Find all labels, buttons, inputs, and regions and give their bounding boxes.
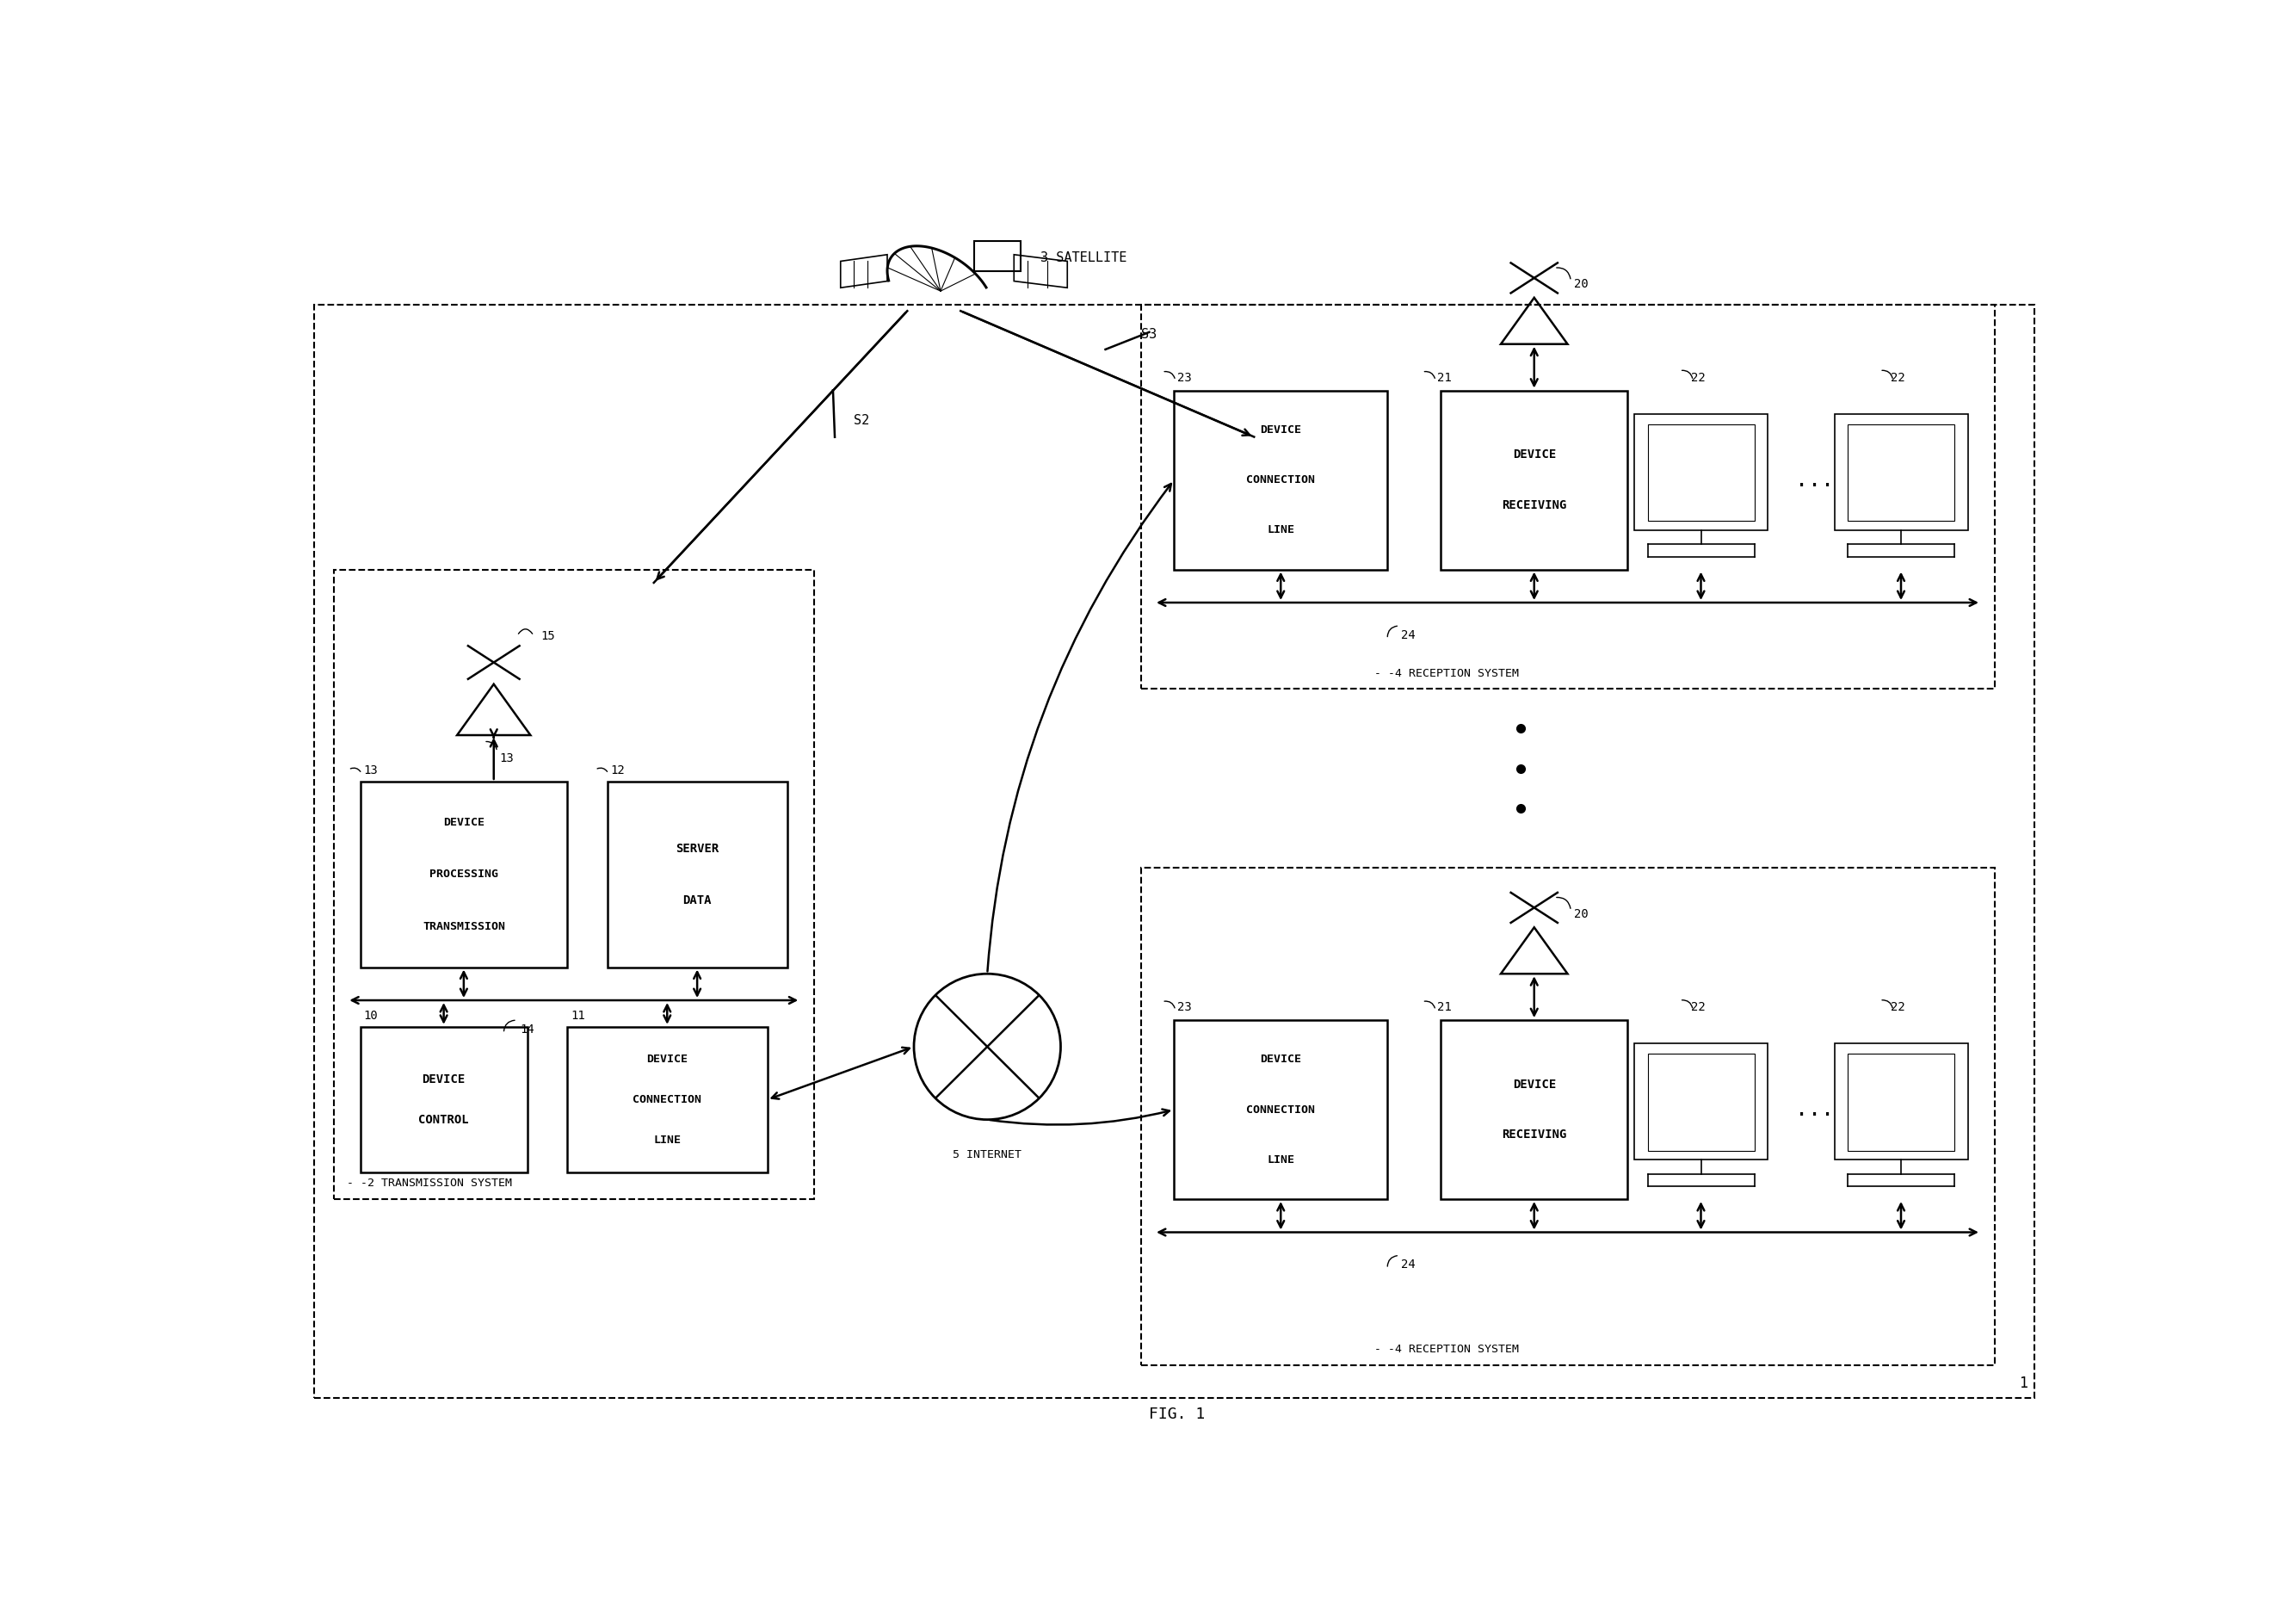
- Bar: [1442, 1019, 1628, 1200]
- Text: - -4 RECEPTION SYSTEM: - -4 RECEPTION SYSTEM: [1373, 1344, 1518, 1356]
- Text: 22: 22: [1690, 1002, 1706, 1013]
- Text: LINE: LINE: [1267, 524, 1295, 535]
- Text: DEVICE: DEVICE: [1513, 449, 1557, 461]
- Text: 24: 24: [1401, 629, 1414, 642]
- Text: 21: 21: [1437, 1002, 1451, 1013]
- Text: S2: S2: [854, 413, 870, 426]
- Text: 23: 23: [1178, 371, 1192, 384]
- Bar: [1835, 413, 1968, 531]
- Text: 1: 1: [2018, 1376, 2027, 1391]
- Text: DEVICE: DEVICE: [1261, 1053, 1302, 1064]
- Text: 20: 20: [1575, 278, 1589, 291]
- Text: ...: ...: [1795, 470, 1835, 490]
- Text: LINE: LINE: [654, 1135, 682, 1147]
- Bar: [1635, 1044, 1768, 1159]
- Text: 24: 24: [1401, 1259, 1414, 1270]
- Text: 23: 23: [1178, 1002, 1192, 1013]
- Text: 22: 22: [1892, 371, 1906, 384]
- Text: 10: 10: [363, 1010, 379, 1021]
- Bar: [1848, 1053, 1954, 1150]
- Text: CONNECTION: CONNECTION: [1247, 1105, 1316, 1116]
- Bar: [1848, 425, 1954, 521]
- Text: CONTROL: CONTROL: [418, 1114, 468, 1126]
- Text: 22: 22: [1690, 371, 1706, 384]
- Text: RECEIVING: RECEIVING: [1502, 498, 1566, 511]
- Text: DEVICE: DEVICE: [422, 1073, 466, 1085]
- Text: 11: 11: [569, 1010, 585, 1021]
- Text: DEVICE: DEVICE: [1261, 425, 1302, 436]
- Text: 14: 14: [521, 1023, 535, 1036]
- Text: RECEIVING: RECEIVING: [1502, 1129, 1566, 1140]
- Bar: [606, 781, 788, 966]
- Bar: [567, 1028, 767, 1172]
- Bar: [1173, 391, 1387, 569]
- Text: 21: 21: [1437, 371, 1451, 384]
- Text: DEVICE: DEVICE: [443, 817, 484, 828]
- Text: 13: 13: [498, 753, 514, 764]
- Bar: [1649, 1053, 1754, 1150]
- Bar: [333, 569, 813, 1200]
- Text: LINE: LINE: [1267, 1155, 1295, 1166]
- Text: CONNECTION: CONNECTION: [634, 1093, 703, 1105]
- Text: SERVER: SERVER: [675, 843, 719, 854]
- Bar: [360, 781, 567, 966]
- Bar: [1649, 425, 1754, 521]
- Text: 20: 20: [1575, 909, 1589, 920]
- Bar: [1173, 1019, 1387, 1200]
- Text: FIG. 1: FIG. 1: [1148, 1407, 1205, 1423]
- Bar: [1635, 413, 1768, 531]
- Text: 12: 12: [611, 764, 625, 777]
- Text: CONNECTION: CONNECTION: [1247, 474, 1316, 486]
- Bar: [1141, 304, 1995, 688]
- Text: 13: 13: [363, 764, 379, 777]
- Bar: [1835, 1044, 1968, 1159]
- Text: 15: 15: [540, 630, 556, 642]
- Text: 3 SATELLITE: 3 SATELLITE: [1040, 251, 1127, 264]
- Text: 22: 22: [1892, 1002, 1906, 1013]
- Text: PROCESSING: PROCESSING: [429, 868, 498, 880]
- Bar: [1141, 868, 1995, 1365]
- Text: ...: ...: [1795, 1100, 1835, 1121]
- Bar: [315, 304, 2034, 1397]
- Text: 5 INTERNET: 5 INTERNET: [953, 1150, 1022, 1161]
- Text: - -4 RECEPTION SYSTEM: - -4 RECEPTION SYSTEM: [1373, 667, 1518, 679]
- Bar: [974, 241, 1022, 272]
- Text: - -2 TRANSMISSION SYSTEM: - -2 TRANSMISSION SYSTEM: [347, 1179, 512, 1190]
- Text: DEVICE: DEVICE: [1513, 1079, 1557, 1090]
- Bar: [360, 1028, 528, 1172]
- Text: S3: S3: [1141, 328, 1157, 341]
- Bar: [1442, 391, 1628, 569]
- Text: DATA: DATA: [682, 894, 712, 907]
- Text: DEVICE: DEVICE: [647, 1053, 689, 1064]
- Text: TRANSMISSION: TRANSMISSION: [422, 921, 505, 933]
